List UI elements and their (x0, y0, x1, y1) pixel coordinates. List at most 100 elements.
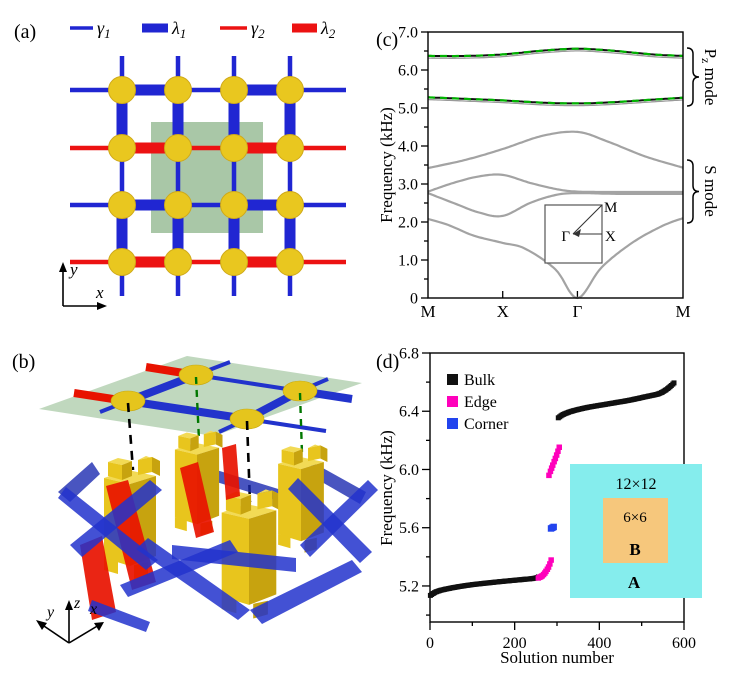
tick-label: 5.2 (399, 578, 419, 595)
mode-braces (686, 47, 700, 224)
lattice-node (276, 248, 304, 276)
corner-point (550, 523, 557, 531)
lattice-node (108, 134, 136, 162)
s-mode-brace (686, 159, 700, 224)
axis-x-label: x (95, 283, 104, 302)
panel-a-legend: γ1 λ1 γ2 λ2 (70, 18, 336, 41)
tick-label: M (420, 302, 435, 321)
lattice-node (220, 248, 248, 276)
tick-label: 400 (587, 635, 611, 652)
lattice-node (276, 76, 304, 104)
s-mode-annotation: S mode (701, 165, 720, 217)
pz-mode-brace (686, 47, 700, 107)
legend-label-lambda2: λ2 (320, 18, 336, 41)
edge-point (551, 458, 557, 465)
panel-d-legend: Bulk Edge Corner (447, 372, 509, 433)
inset-gamma-label: Γ (561, 229, 570, 245)
red-brace (80, 536, 116, 620)
panel-c-ticks: 01.02.03.04.05.06.07.0M X Γ M (398, 25, 691, 322)
band-curve (427, 217, 684, 300)
plane-bond-blue (195, 373, 301, 393)
red-brace (222, 444, 240, 500)
panel-c-ylabel: Frequency (kHz) (377, 107, 396, 223)
inner-region-label: B (629, 540, 640, 559)
axis-z-label: z (73, 595, 81, 612)
legend-label-gamma2: γ2 (251, 18, 265, 41)
tick-label: 3.0 (398, 177, 418, 194)
tick-label: 6.8 (399, 346, 419, 363)
lattice-node (108, 76, 136, 104)
edge-point (556, 444, 562, 450)
edge-point (545, 564, 552, 570)
tick-label: X (497, 302, 509, 321)
panel-a-axes: y x (59, 260, 107, 310)
inset-x-label: X (605, 229, 616, 245)
panel-d-xlabel: Solution number (500, 648, 614, 667)
inset-m-label: M (604, 200, 617, 216)
axis-x-label: x (89, 601, 97, 618)
corner-swatch (447, 418, 458, 429)
edge-point (555, 448, 561, 454)
edge-point (550, 462, 556, 468)
band-structure-curves (427, 47, 684, 300)
lattice-plane (39, 356, 362, 436)
tick-label: Γ (573, 302, 583, 321)
blue-brace (300, 480, 378, 557)
edge-swatch (447, 396, 458, 407)
axis-y-label: y (45, 604, 55, 621)
dashed-line-green (298, 392, 304, 455)
edge-point (547, 468, 554, 475)
band-curve-green-dashed (428, 96, 684, 105)
blue-brace (288, 478, 372, 563)
edge-point (548, 465, 555, 471)
blue-brace (250, 560, 362, 624)
tick-label: 4.0 (398, 139, 418, 156)
panel-a: (a) γ1 λ1 γ2 λ2 y x (14, 18, 346, 310)
outer-region-label: A (628, 573, 641, 592)
gamma-m-line (572, 204, 603, 235)
panel-b: (b) (12, 351, 378, 644)
lattice-node (108, 191, 136, 219)
panel-d: (d) Frequency (kHz) Solution number 5.25… (376, 346, 702, 667)
brillouin-zone-inset: Γ X M (544, 200, 617, 264)
tick-label: 0 (426, 635, 434, 652)
lattice-node (164, 248, 192, 276)
band-gray-shadow (428, 98, 684, 107)
plane-node (178, 364, 214, 386)
dashed-line-green (194, 376, 201, 441)
blue-brace (58, 487, 158, 570)
tick-label: 1.0 (398, 253, 418, 270)
dashed-line-black (126, 402, 135, 471)
band-gray-shadow (428, 50, 683, 59)
outer-size-label: 12×12 (615, 476, 656, 493)
edge-point (552, 455, 559, 462)
tick-label: 7.0 (398, 25, 418, 42)
legend-label-gamma1: γ1 (97, 18, 111, 41)
blue-brace (136, 538, 250, 620)
inner-lattice-B (603, 498, 668, 563)
lattice-node (164, 191, 192, 219)
gamma-arrowhead (573, 229, 581, 237)
band-curve-green-dashed (428, 47, 683, 58)
tick-label: 6.0 (398, 63, 418, 80)
panel-c-label: (c) (376, 29, 398, 51)
bulk-swatch (447, 374, 458, 385)
scatter-points (427, 380, 677, 598)
legend-label-lambda1: λ1 (171, 18, 186, 41)
structure-3d (58, 430, 378, 632)
pz-mode-annotation: Pz mode (699, 49, 720, 106)
sample-inset: 12×12 6×6 B A (570, 464, 702, 598)
inner-size-label: 6×6 (623, 510, 647, 526)
axis-y-label: y (68, 260, 78, 279)
blue-brace (172, 545, 296, 572)
panel-a-label: (a) (14, 21, 36, 43)
tick-label: 200 (503, 635, 527, 652)
panel-d-label: (d) (376, 351, 399, 373)
lattice-node (164, 134, 192, 162)
panel-d-ticks: 5.2 5.6 6.0 6.4 6.8 0 200 400 600 (399, 346, 696, 653)
edge-point (546, 472, 552, 479)
lattice-node (220, 191, 248, 219)
tick-label: 6.0 (399, 462, 419, 479)
tick-label: M (675, 302, 690, 321)
